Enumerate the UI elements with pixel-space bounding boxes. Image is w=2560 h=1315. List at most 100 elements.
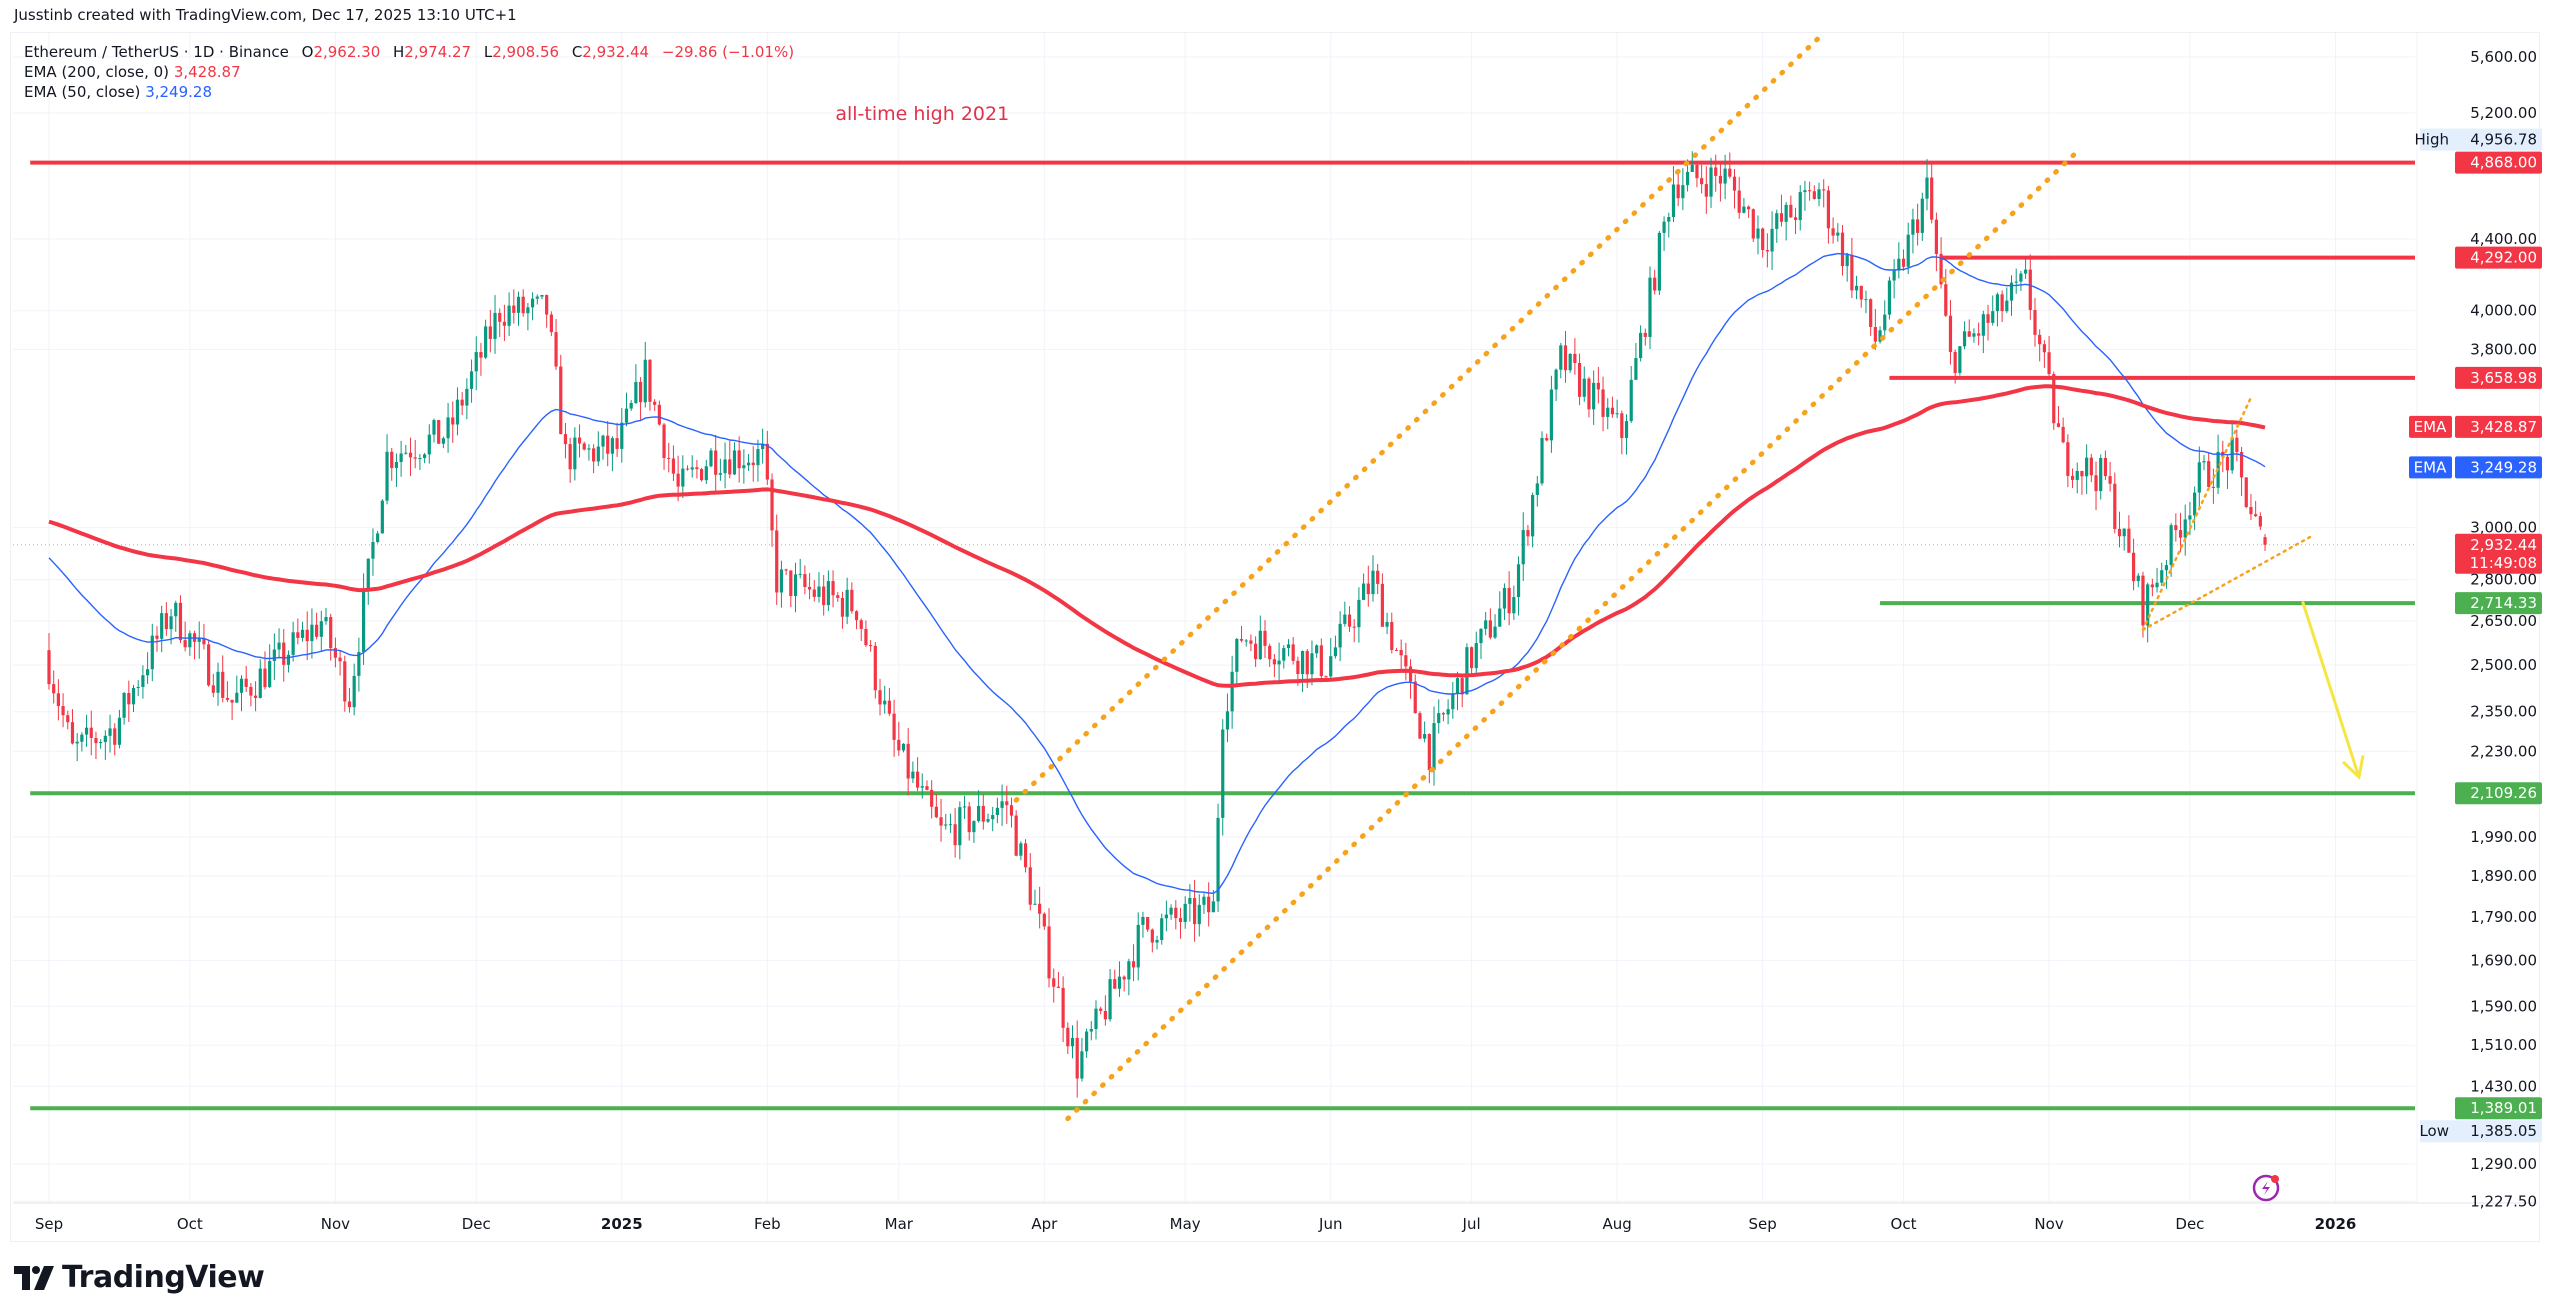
candle xyxy=(1070,1037,1075,1047)
candle xyxy=(1324,676,1328,678)
chart-panel[interactable] xyxy=(10,32,2540,1242)
level-price-badge: 1,389.01 xyxy=(2455,1097,2542,1120)
candle xyxy=(2014,281,2018,283)
candle xyxy=(282,642,286,665)
candle xyxy=(1967,331,1971,337)
candle xyxy=(554,332,558,367)
candle xyxy=(145,669,150,676)
candle xyxy=(1451,693,1455,710)
candle xyxy=(1944,284,1948,316)
candle xyxy=(1390,621,1394,650)
candle xyxy=(160,613,164,639)
candle xyxy=(1925,177,1929,199)
candle xyxy=(1338,623,1342,648)
candle xyxy=(399,453,403,463)
price-tick-label: 2,350.00 xyxy=(2470,703,2537,721)
trendline-wedge-lower[interactable] xyxy=(2141,534,2314,631)
candle xyxy=(2235,437,2239,452)
candle xyxy=(2061,426,2065,443)
candle xyxy=(1061,987,1065,1028)
candle xyxy=(1653,277,1657,291)
candle xyxy=(1005,801,1009,806)
candle xyxy=(99,742,103,744)
candle xyxy=(681,468,685,487)
candle xyxy=(1268,645,1272,660)
candle xyxy=(108,728,112,736)
time-tick-label: Oct xyxy=(1891,1215,1917,1233)
candle xyxy=(606,435,610,454)
chart-credit: Jusstinb created with TradingView.com, D… xyxy=(14,6,517,24)
candle xyxy=(1371,570,1375,595)
candle xyxy=(1399,650,1403,656)
tradingview-logo[interactable]: TradingView xyxy=(14,1260,265,1295)
candle xyxy=(953,824,957,846)
price-tick-label: 1,990.00 xyxy=(2470,828,2537,846)
time-tick-label: 2025 xyxy=(601,1215,643,1233)
candle xyxy=(962,806,967,808)
time-tick-label: Jul xyxy=(1462,1215,1481,1233)
candle xyxy=(1822,189,1826,191)
symbol-name[interactable]: Ethereum / TetherUS · 1D · Binance xyxy=(24,43,289,61)
candle xyxy=(253,695,258,698)
level-price-badge-bg xyxy=(2455,151,2542,174)
candle xyxy=(2244,477,2248,508)
time-tick-label: Aug xyxy=(1602,1215,1631,1233)
level-price-badge-bg xyxy=(2455,592,2542,615)
candle xyxy=(413,457,417,459)
ema50-row[interactable]: EMA (50, close) 3,249.28 xyxy=(24,82,794,102)
time-tick-label: 2026 xyxy=(2315,1215,2357,1233)
candle xyxy=(371,541,375,559)
high-marker-label: High xyxy=(2415,131,2449,149)
candle xyxy=(714,450,718,475)
down-arrow[interactable] xyxy=(2301,601,2361,778)
ema200-row[interactable]: EMA (200, close, 0) 3,428.87 xyxy=(24,62,794,82)
candle xyxy=(315,624,319,637)
candle xyxy=(704,466,708,481)
annotation-text[interactable]: all-time high 2021 xyxy=(835,103,1009,125)
candle xyxy=(1554,369,1558,390)
candle xyxy=(1305,651,1309,675)
candle xyxy=(2023,269,2028,274)
candle xyxy=(1394,649,1399,651)
candle xyxy=(1732,176,1737,191)
candle xyxy=(310,624,314,642)
candle xyxy=(1211,901,1215,913)
candle xyxy=(1052,978,1056,987)
candle xyxy=(1352,626,1356,628)
candle xyxy=(1014,815,1018,856)
candle xyxy=(1742,206,1746,213)
candle xyxy=(676,473,680,487)
candle xyxy=(1427,734,1431,771)
ema50-line[interactable] xyxy=(48,252,2266,895)
candle xyxy=(1141,916,1145,925)
candle xyxy=(202,638,206,645)
candle xyxy=(1136,924,1140,968)
price-tick-label: 1,510.00 xyxy=(2470,1036,2537,1054)
candle xyxy=(1202,896,1206,905)
time-tick-label: May xyxy=(1170,1215,1201,1233)
candle xyxy=(2127,528,2131,553)
candle xyxy=(1329,656,1333,677)
lightning-icon[interactable] xyxy=(2252,1174,2280,1202)
candle xyxy=(1516,564,1521,598)
ema200-line[interactable] xyxy=(48,384,2266,688)
candle xyxy=(958,807,962,846)
candle xyxy=(991,815,995,820)
candle xyxy=(667,457,671,459)
candle xyxy=(460,399,464,406)
candle xyxy=(648,359,652,402)
trendline-channel-lower[interactable] xyxy=(1065,149,2080,1122)
candle xyxy=(2122,528,2126,537)
candle xyxy=(1343,614,1347,624)
candle xyxy=(1864,299,1868,301)
candle xyxy=(197,638,201,642)
candle xyxy=(1798,192,1802,221)
time-tick-label: Oct xyxy=(177,1215,203,1233)
candle xyxy=(2249,507,2253,515)
candle xyxy=(1474,643,1478,669)
candle xyxy=(742,465,746,469)
candle xyxy=(390,451,394,468)
candle xyxy=(2188,515,2192,520)
trendline-wedge-upper[interactable] xyxy=(2141,396,2253,631)
